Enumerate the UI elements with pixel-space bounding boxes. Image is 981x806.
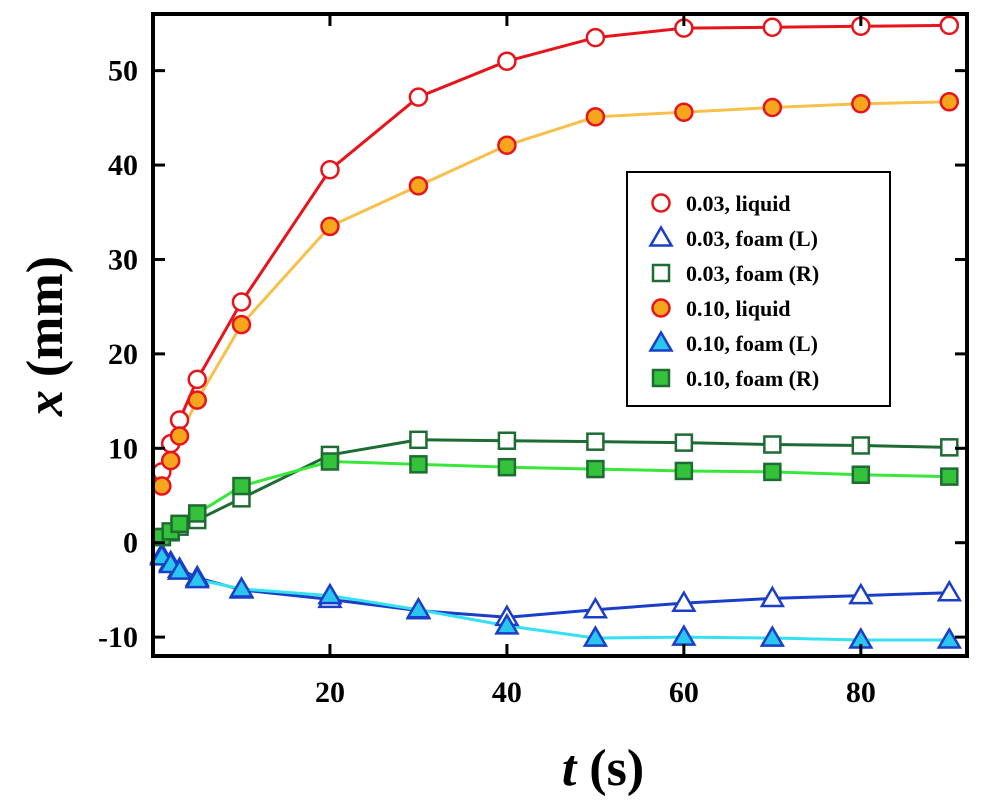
legend-marker [651, 193, 671, 213]
y-tick-label: 30 [108, 243, 138, 276]
y-axis-title: x (mm) [17, 256, 74, 417]
data-point [851, 93, 871, 114]
data-point [759, 585, 786, 608]
data-point [674, 433, 694, 452]
data-point [497, 51, 517, 71]
data-point [169, 426, 190, 446]
data-point [671, 590, 697, 612]
data-point [851, 465, 871, 484]
x-axis-title: t (s) [562, 740, 644, 797]
data-point [160, 450, 181, 471]
legend-label: 0.03, liquid [686, 191, 791, 216]
data-point [152, 476, 172, 496]
series-line [161, 460, 950, 539]
data-point [409, 430, 428, 450]
data-point [408, 87, 429, 107]
data-point [585, 27, 606, 48]
x-tick-label: 80 [846, 676, 876, 709]
data-point [408, 176, 429, 196]
data-point [184, 566, 210, 589]
data-point [497, 431, 517, 450]
y-tick-label: 20 [108, 338, 138, 371]
data-point [763, 462, 782, 482]
legend-marker [651, 263, 671, 283]
x-tick-label: 20 [315, 676, 345, 709]
data-point [232, 476, 251, 496]
data-point [848, 582, 874, 605]
data-point [231, 314, 252, 335]
legend-box [626, 171, 891, 407]
data-point [582, 625, 609, 647]
data-point [582, 596, 609, 619]
data-point [187, 390, 207, 410]
data-point [586, 432, 605, 451]
data-point [851, 436, 871, 455]
data-point [494, 612, 520, 635]
data-point [936, 579, 962, 602]
data-point [320, 452, 340, 471]
legend-label: 0.10, foam (L) [686, 331, 818, 356]
legend-label: 0.03, foam (L) [686, 226, 818, 251]
data-point [231, 292, 252, 312]
data-point [228, 575, 255, 598]
legend-marker [648, 330, 674, 352]
y-tick-label: -10 [98, 621, 138, 654]
y-tick-label: 10 [108, 432, 138, 465]
axes-layer: 20 40 60 80 -10 0 10 20 30 40 50 [98, 14, 967, 709]
data-point [320, 160, 340, 180]
series-line [160, 553, 950, 619]
x-axis-unit: (s) [576, 740, 644, 797]
series-line [161, 438, 950, 539]
legend-label: 0.10, foam (R) [686, 366, 819, 391]
data-point [497, 457, 517, 477]
data-point [169, 410, 190, 430]
series-layer [149, 15, 962, 649]
legend-label: 0.10, liquid [686, 296, 791, 321]
y-axis-variable: x [17, 390, 74, 417]
series-line [160, 555, 950, 642]
data-point [170, 514, 189, 534]
data-point [763, 435, 782, 454]
data-point [759, 625, 786, 647]
data-point [939, 15, 960, 36]
data-point [674, 461, 694, 481]
data-point [405, 596, 432, 619]
x-tick-label: 40 [492, 676, 522, 709]
y-tick-label: 0 [123, 527, 138, 560]
legend-marker [651, 298, 671, 318]
data-point [497, 135, 517, 155]
data-point [585, 107, 606, 127]
data-point [586, 459, 605, 479]
data-point [317, 582, 343, 605]
data-point [762, 17, 783, 37]
data-point [320, 216, 340, 237]
data-point [939, 92, 960, 112]
plot-frame [151, 12, 969, 658]
legend-label: 0.03, foam (R) [686, 261, 819, 286]
y-tick-label: 50 [108, 55, 138, 88]
y-axis-unit: (mm) [17, 256, 74, 390]
data-point [674, 102, 694, 122]
y-tick-label: 40 [108, 149, 138, 182]
legend-marker [651, 368, 671, 388]
data-point [940, 438, 959, 457]
data-point [166, 558, 193, 580]
legend-entries: 0.03, liquid 0.03, foam (L) 0.03, foam (R)… [648, 191, 819, 391]
x-axis-variable: t [562, 740, 578, 797]
data-point [409, 455, 428, 474]
data-point [187, 504, 207, 523]
data-point [671, 624, 697, 646]
data-point [936, 626, 962, 649]
data-point [762, 97, 783, 118]
x-tick-label: 60 [669, 676, 699, 709]
data-point [187, 369, 207, 390]
legend-marker [648, 225, 674, 247]
legend: 0.03, liquid 0.03, foam (L) 0.03, foam (R)… [626, 171, 891, 407]
data-point [940, 467, 959, 486]
